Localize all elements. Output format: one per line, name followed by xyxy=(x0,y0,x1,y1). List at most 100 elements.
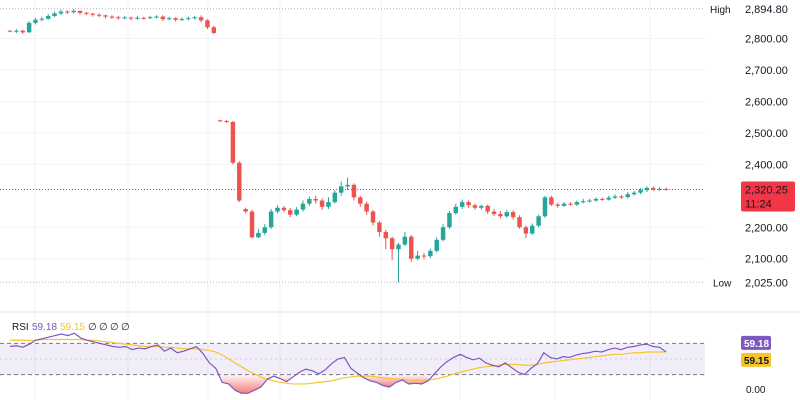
candle-down[interactable] xyxy=(383,231,388,239)
candle-down[interactable] xyxy=(96,14,102,16)
candle-down[interactable] xyxy=(103,15,108,17)
candle-up[interactable] xyxy=(58,11,64,14)
candle-up[interactable] xyxy=(536,216,541,226)
candle-up[interactable] xyxy=(122,17,127,19)
candle-down[interactable] xyxy=(198,17,204,21)
candle-up[interactable] xyxy=(39,18,45,20)
candle-up[interactable] xyxy=(415,255,420,259)
candle-up[interactable] xyxy=(52,13,57,16)
candle-down[interactable] xyxy=(7,30,13,32)
candle-up[interactable] xyxy=(657,188,662,190)
candle-up[interactable] xyxy=(14,30,19,32)
candle-down[interactable] xyxy=(20,30,25,33)
candle-up[interactable] xyxy=(574,202,580,205)
candle-down[interactable] xyxy=(600,198,605,200)
candle-down[interactable] xyxy=(568,203,573,205)
candle-up[interactable] xyxy=(186,18,191,20)
candle-up[interactable] xyxy=(268,211,274,228)
candle-up[interactable] xyxy=(459,202,465,207)
candle-down[interactable] xyxy=(313,198,318,201)
candle-up[interactable] xyxy=(644,187,650,191)
candle-up[interactable] xyxy=(179,19,185,21)
candle-up[interactable] xyxy=(504,212,510,217)
candle-down[interactable] xyxy=(173,18,178,20)
candle-up[interactable] xyxy=(326,202,331,207)
candle-up[interactable] xyxy=(275,207,280,212)
candle-down[interactable] xyxy=(141,17,146,19)
candle-down[interactable] xyxy=(510,212,516,218)
candle-down[interactable] xyxy=(90,13,96,15)
candle-up[interactable] xyxy=(45,15,51,19)
candle-down[interactable] xyxy=(409,236,414,259)
candle-up[interactable] xyxy=(262,227,267,233)
candle-up[interactable] xyxy=(332,192,338,203)
candle-up[interactable] xyxy=(396,244,401,250)
candle-up[interactable] xyxy=(625,194,631,198)
candle-up[interactable] xyxy=(147,17,153,19)
candle-down[interactable] xyxy=(84,12,89,14)
candle-up[interactable] xyxy=(606,197,611,200)
candle-down[interactable] xyxy=(358,197,363,204)
candle-down[interactable] xyxy=(491,211,497,215)
candle-up[interactable] xyxy=(33,19,38,23)
candle-down[interactable] xyxy=(485,205,490,212)
candle-up[interactable] xyxy=(300,203,306,210)
candle-down[interactable] xyxy=(651,187,656,190)
candle-down[interactable] xyxy=(466,202,471,206)
candle-up[interactable] xyxy=(580,201,586,203)
candle-down[interactable] xyxy=(237,162,242,201)
candle-up[interactable] xyxy=(447,213,452,228)
candle-down[interactable] xyxy=(224,120,229,122)
candle-up[interactable] xyxy=(307,198,312,204)
candle-up[interactable] xyxy=(542,197,548,217)
candle-down[interactable] xyxy=(77,10,83,13)
candle-up[interactable] xyxy=(638,190,643,193)
candle-up[interactable] xyxy=(428,250,433,257)
candle-down[interactable] xyxy=(498,214,503,217)
candle-down[interactable] xyxy=(549,197,554,205)
candle-down[interactable] xyxy=(217,120,223,122)
candle-down[interactable] xyxy=(517,217,522,228)
candle-up[interactable] xyxy=(612,196,618,198)
candle-up[interactable] xyxy=(135,17,140,19)
candle-down[interactable] xyxy=(555,204,560,206)
candle-up[interactable] xyxy=(26,22,32,33)
candle-down[interactable] xyxy=(472,205,478,208)
candle-down[interactable] xyxy=(288,210,293,215)
candle-down[interactable] xyxy=(281,207,287,211)
candle-up[interactable] xyxy=(479,205,484,208)
candle-down[interactable] xyxy=(211,27,217,33)
candle-down[interactable] xyxy=(65,11,70,13)
candle-up[interactable] xyxy=(256,232,261,238)
candle-down[interactable] xyxy=(364,203,369,212)
candle-up[interactable] xyxy=(631,192,637,195)
candle-down[interactable] xyxy=(377,222,382,232)
candle-down[interactable] xyxy=(249,211,255,238)
candle-down[interactable] xyxy=(523,227,529,234)
candle-down[interactable] xyxy=(389,238,395,250)
candle-up[interactable] xyxy=(345,184,350,187)
candle-down[interactable] xyxy=(421,255,427,257)
candle-up[interactable] xyxy=(192,17,197,19)
candle-down[interactable] xyxy=(109,16,115,18)
candle-down[interactable] xyxy=(351,184,357,198)
candle-down[interactable] xyxy=(128,17,134,19)
candle-up[interactable] xyxy=(154,16,159,18)
candle-up[interactable] xyxy=(402,236,408,245)
candle-up[interactable] xyxy=(453,206,459,214)
candle-up[interactable] xyxy=(593,198,599,201)
candle-up[interactable] xyxy=(71,10,76,13)
candle-down[interactable] xyxy=(619,196,624,198)
candle-up[interactable] xyxy=(440,227,446,240)
candle-up[interactable] xyxy=(561,203,567,206)
candle-down[interactable] xyxy=(319,200,325,207)
candle-down[interactable] xyxy=(205,20,210,28)
candle-up[interactable] xyxy=(434,239,439,251)
candle-down[interactable] xyxy=(370,211,376,223)
candle-down[interactable] xyxy=(243,209,248,212)
candle-down[interactable] xyxy=(230,121,236,163)
candle-up[interactable] xyxy=(166,18,172,20)
candle-up[interactable] xyxy=(294,209,299,215)
candle-up[interactable] xyxy=(338,186,344,193)
